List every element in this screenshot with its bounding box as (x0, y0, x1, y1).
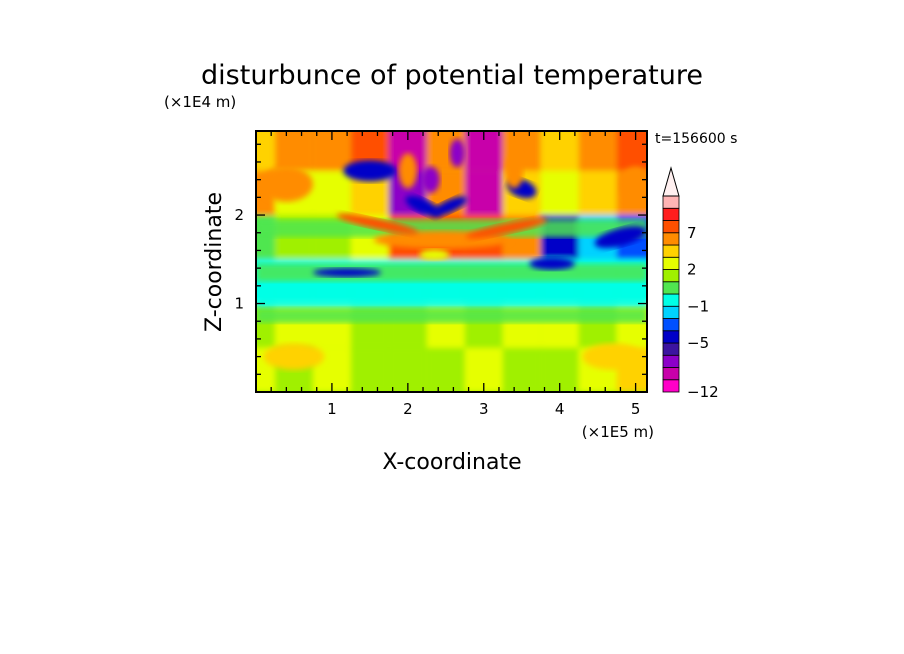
colorbar-swatch (662, 305, 680, 319)
field-cell (540, 170, 579, 216)
x-tick-label: 4 (555, 400, 565, 418)
colorbar-swatch (662, 293, 680, 307)
x-tick-label: 3 (479, 400, 489, 418)
x-axis-label: X-coordinate (382, 450, 521, 475)
x-axis-ticks: 1 2 3 4 5 (270, 131, 641, 418)
colorbar-swatch (662, 256, 680, 270)
field-cell (464, 170, 503, 216)
field-feature (432, 196, 468, 216)
colorbar-swatch (662, 232, 680, 246)
field-band (256, 307, 647, 323)
x-tick-label: 1 (327, 400, 337, 418)
field-cell (350, 347, 389, 392)
field-cell (502, 347, 541, 392)
plot-area (256, 131, 647, 392)
colorbar-swatch (662, 342, 680, 356)
colorbar-swatch (662, 379, 680, 393)
colorbar-swatch (662, 354, 680, 368)
y-unit-label: (×1E4 m) (164, 93, 236, 111)
field-feature (343, 160, 397, 182)
colorbar-tick-label: 2 (687, 261, 697, 279)
y-tick-label: 2 (234, 206, 244, 224)
field-cell (274, 131, 313, 171)
field-feature (263, 343, 325, 370)
colorbar-tick-label: −12 (687, 383, 719, 401)
colorbar-swatch (662, 207, 680, 221)
field-cell (578, 170, 617, 216)
field-cell (256, 131, 275, 171)
colorbar-swatch (662, 269, 680, 283)
field-feature (259, 166, 313, 202)
field-band (256, 219, 647, 238)
colorbar-tick-label: −1 (687, 297, 709, 315)
field-feature (312, 268, 382, 277)
field-feature (336, 213, 419, 235)
field-feature (449, 138, 465, 168)
field-band (256, 281, 647, 308)
contour-field (256, 131, 647, 392)
field-cell (578, 131, 617, 171)
colorbar-extend-arrow (662, 166, 680, 197)
y-tick-label: 1 (234, 295, 244, 313)
field-feature (620, 166, 647, 202)
colorbar-swatch (662, 195, 680, 209)
colorbar-tick-label: −5 (687, 334, 709, 352)
field-cell (426, 347, 465, 392)
colorbar-tick-label: 7 (687, 224, 697, 242)
field-feature (421, 166, 440, 193)
field-feature (398, 153, 417, 189)
colorbar-swatch (662, 244, 680, 258)
x-tick-label: 2 (403, 400, 413, 418)
field-feature (419, 249, 450, 261)
field-feature (405, 195, 441, 217)
field-cell (312, 170, 351, 216)
colorbar: 7 2 −1 −5 −12 (662, 166, 719, 401)
y-axis-label: Z-coordinate (202, 192, 227, 332)
y-axis-ticks: 12 (234, 143, 647, 375)
field-feature (529, 257, 575, 270)
time-label: t=156600 s (655, 131, 737, 147)
field-cell (616, 131, 647, 171)
field-feature (594, 226, 647, 249)
colorbar-swatch (662, 318, 680, 332)
x-unit-label: (×1E5 m) (582, 423, 654, 441)
colorbar-swatch (662, 281, 680, 295)
chart-title: disturbunce of potential temperature (201, 60, 703, 91)
field-feature (465, 218, 548, 239)
colorbar-swatch (662, 220, 680, 234)
field-feature (505, 153, 524, 189)
x-tick-label: 5 (631, 400, 641, 418)
colorbar-swatch (662, 367, 680, 381)
plot-frame (255, 130, 648, 393)
colorbar-swatch (662, 330, 680, 344)
field-feature (582, 343, 644, 370)
